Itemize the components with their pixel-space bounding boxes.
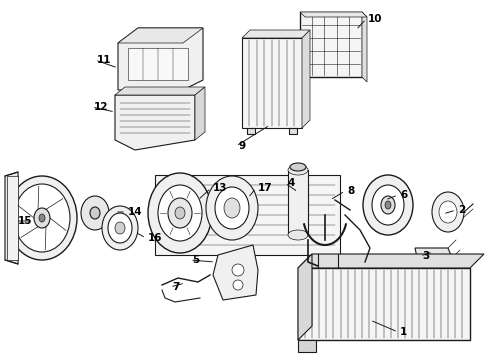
- Polygon shape: [302, 30, 310, 128]
- Ellipse shape: [168, 198, 192, 228]
- Ellipse shape: [108, 213, 132, 243]
- Ellipse shape: [288, 165, 308, 175]
- Ellipse shape: [215, 187, 249, 229]
- Ellipse shape: [372, 185, 404, 225]
- Text: 14: 14: [128, 207, 143, 217]
- Text: 2: 2: [458, 205, 465, 215]
- Ellipse shape: [90, 207, 100, 219]
- Polygon shape: [128, 48, 188, 80]
- Text: 11: 11: [97, 55, 112, 65]
- Polygon shape: [115, 95, 195, 150]
- Ellipse shape: [232, 264, 244, 276]
- Polygon shape: [300, 12, 362, 77]
- Ellipse shape: [385, 201, 391, 209]
- Polygon shape: [242, 30, 310, 38]
- Polygon shape: [115, 87, 205, 95]
- Ellipse shape: [288, 230, 308, 240]
- Text: 8: 8: [347, 186, 354, 196]
- Text: 9: 9: [238, 141, 245, 151]
- Ellipse shape: [14, 184, 70, 252]
- Text: 3: 3: [422, 251, 429, 261]
- Polygon shape: [195, 87, 205, 140]
- Ellipse shape: [81, 196, 109, 230]
- Ellipse shape: [439, 201, 457, 223]
- Ellipse shape: [224, 198, 240, 218]
- Polygon shape: [155, 175, 340, 255]
- Text: 6: 6: [400, 190, 407, 200]
- FancyBboxPatch shape: [289, 128, 297, 134]
- Text: 7: 7: [172, 282, 179, 292]
- Ellipse shape: [381, 196, 395, 214]
- Text: 1: 1: [400, 327, 407, 337]
- Text: 15: 15: [18, 216, 32, 226]
- Ellipse shape: [290, 163, 306, 171]
- Text: 17: 17: [258, 183, 272, 193]
- FancyBboxPatch shape: [247, 128, 255, 134]
- Polygon shape: [213, 245, 258, 300]
- Ellipse shape: [363, 175, 413, 235]
- Ellipse shape: [102, 206, 138, 250]
- Ellipse shape: [115, 222, 125, 234]
- Text: 4: 4: [287, 178, 294, 188]
- Text: 13: 13: [213, 183, 227, 193]
- Ellipse shape: [34, 208, 50, 228]
- Text: 10: 10: [368, 14, 383, 24]
- Ellipse shape: [148, 173, 212, 253]
- Text: 5: 5: [192, 255, 199, 265]
- Polygon shape: [118, 28, 203, 90]
- Polygon shape: [118, 28, 203, 43]
- Polygon shape: [300, 12, 367, 17]
- Ellipse shape: [175, 207, 185, 219]
- Ellipse shape: [39, 214, 45, 222]
- Ellipse shape: [206, 176, 258, 240]
- Polygon shape: [415, 248, 452, 262]
- Text: 16: 16: [148, 233, 163, 243]
- Polygon shape: [5, 172, 18, 264]
- Polygon shape: [242, 38, 302, 128]
- Polygon shape: [362, 12, 367, 82]
- Polygon shape: [7, 176, 18, 260]
- Ellipse shape: [158, 185, 202, 241]
- Polygon shape: [288, 170, 308, 235]
- Ellipse shape: [7, 176, 77, 260]
- Ellipse shape: [233, 280, 243, 290]
- Ellipse shape: [432, 192, 464, 232]
- Polygon shape: [298, 254, 484, 268]
- Text: 12: 12: [94, 102, 108, 112]
- Polygon shape: [298, 268, 470, 340]
- Polygon shape: [298, 340, 316, 352]
- Polygon shape: [298, 254, 312, 340]
